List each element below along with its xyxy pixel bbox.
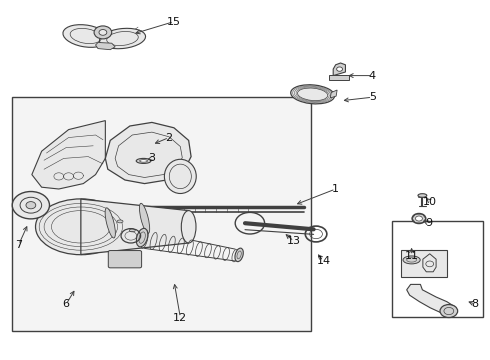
Ellipse shape [418,194,427,197]
Text: 14: 14 [317,256,330,266]
Circle shape [94,26,112,39]
Text: 10: 10 [423,197,437,207]
Bar [401,250,447,277]
Text: 3: 3 [148,153,155,163]
Ellipse shape [291,85,335,104]
Polygon shape [329,75,349,80]
Ellipse shape [235,248,244,262]
Text: 4: 4 [369,71,376,81]
Polygon shape [423,254,436,272]
Polygon shape [105,122,191,184]
Polygon shape [146,138,156,144]
Text: 12: 12 [173,312,187,323]
Text: 13: 13 [287,236,301,246]
Ellipse shape [140,203,149,233]
Circle shape [337,67,343,71]
Polygon shape [148,143,153,166]
Ellipse shape [140,159,147,162]
Text: 2: 2 [166,132,172,143]
Ellipse shape [181,211,196,243]
Text: 5: 5 [369,92,376,102]
Polygon shape [330,90,337,98]
Ellipse shape [63,25,109,47]
Text: 9: 9 [425,218,432,228]
Text: 1: 1 [332,184,339,194]
Text: 15: 15 [167,17,181,27]
Ellipse shape [129,229,135,232]
Circle shape [416,216,422,221]
Polygon shape [32,121,105,189]
Ellipse shape [136,158,151,163]
Text: 8: 8 [472,299,479,309]
Ellipse shape [105,208,115,238]
Bar [392,221,483,317]
Circle shape [12,192,49,219]
Circle shape [26,202,36,209]
FancyBboxPatch shape [108,251,142,268]
Bar [12,97,311,331]
Polygon shape [407,284,455,313]
Polygon shape [81,199,189,255]
Text: 7: 7 [15,240,22,250]
Ellipse shape [164,159,196,194]
Circle shape [412,213,426,224]
Ellipse shape [403,256,420,264]
Ellipse shape [36,199,126,255]
Ellipse shape [99,28,146,49]
Polygon shape [96,42,115,50]
Ellipse shape [117,220,123,223]
Ellipse shape [136,228,148,247]
Circle shape [99,30,107,35]
Text: 11: 11 [405,251,418,261]
Polygon shape [333,63,345,76]
Text: 6: 6 [63,299,70,309]
Circle shape [440,305,458,318]
